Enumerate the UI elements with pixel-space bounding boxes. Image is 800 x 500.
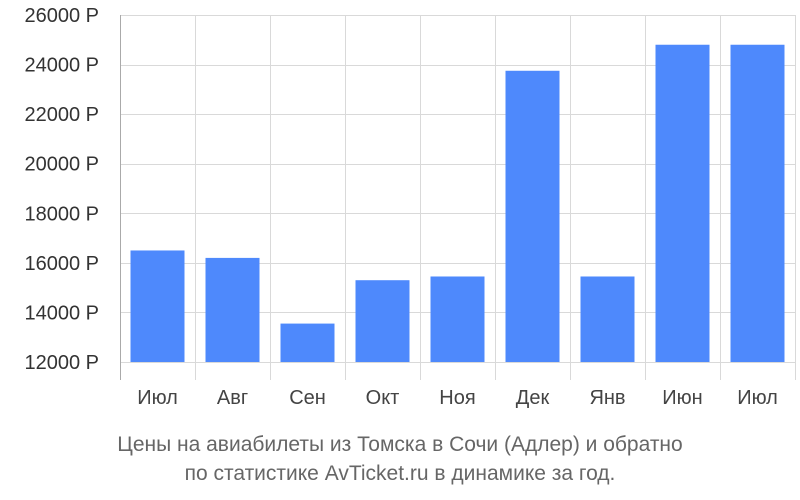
y-tick-label: 16000 Р (24, 253, 99, 275)
y-tick-label: 26000 Р (24, 5, 99, 27)
bar (505, 70, 560, 363)
bar (205, 257, 260, 362)
bar (130, 250, 185, 362)
bar (430, 276, 485, 362)
x-tick-labels: Июл Авг Сен Окт Ноя Дек Янв Июн Июл (137, 387, 778, 409)
x-tick-label: Июл (737, 387, 778, 409)
bar (580, 276, 635, 362)
y-tick-label: 22000 Р (24, 104, 99, 126)
bar (730, 44, 785, 362)
y-tick-label: 24000 Р (24, 55, 99, 77)
x-tick-label: Дек (516, 387, 550, 409)
x-tick-label: Авг (217, 387, 248, 409)
grid (120, 15, 796, 380)
y-tick-label: 12000 Р (24, 352, 99, 374)
x-tick-label: Ноя (439, 387, 475, 409)
y-tick-label: 20000 Р (24, 154, 99, 176)
y-tick-label: 14000 Р (24, 302, 99, 324)
x-tick-label: Окт (366, 387, 400, 409)
x-tick-label: Июл (137, 387, 178, 409)
x-tick-label: Июн (662, 387, 702, 409)
bar (355, 280, 410, 362)
chart-caption-line-2: по статистике AvTicket.ru в динамике за … (184, 462, 616, 485)
chart-caption-line-1: Цены на авиабилеты из Томска в Сочи (Адл… (117, 433, 683, 456)
x-tick-label: Сен (289, 387, 326, 409)
bars (130, 44, 785, 363)
bar (280, 323, 335, 362)
bar (655, 44, 710, 362)
y-tick-label: 18000 Р (24, 203, 99, 225)
x-tick-label: Янв (589, 387, 625, 409)
y-tick-labels: 12000 Р 14000 Р 16000 Р 18000 Р 20000 Р 22000… (24, 5, 99, 374)
